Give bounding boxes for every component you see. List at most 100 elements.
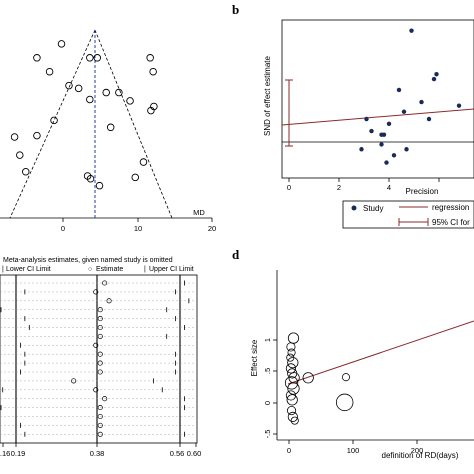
- funnel-right-edge: [94, 29, 173, 219]
- panel-a-points: [10, 40, 158, 190]
- panel-a-tick-label-0: 0: [61, 224, 65, 233]
- egger-study-point-12: [381, 132, 387, 137]
- legend-regression-label: regression: [432, 203, 469, 212]
- sensitivity-estimate-5: [97, 324, 103, 331]
- sensitivity-estimate-8: [97, 351, 103, 357]
- panel-c-tick-label-060: 0.60: [187, 449, 202, 458]
- panel-c-rows: [0, 280, 197, 437]
- panel-c-legend-lower-marker: |: [2, 266, 4, 273]
- panel-c-tick-label-016: 0.16: [0, 449, 10, 458]
- egger-study-point-15: [391, 153, 397, 158]
- sensitivity-estimate-2: [106, 298, 112, 304]
- funnel-study-point-10: [115, 88, 123, 97]
- meta-regression-bubble-11: [287, 382, 300, 395]
- egger-study-point-7: [364, 116, 369, 122]
- panel-d: d -.5 0 .5 1 Effect size 0 100 200 defin…: [232, 247, 474, 460]
- panel-a-x-label: MD: [193, 208, 205, 217]
- panel-d-fit-line: [287, 320, 474, 385]
- egger-study-point-3: [396, 87, 402, 93]
- egger-study-point-16: [404, 147, 409, 152]
- panel-b-legend: [342, 200, 474, 229]
- sensitivity-estimate-3: [97, 307, 103, 313]
- panel-c-legend-lower: Lower CI Limit: [6, 266, 51, 273]
- panel-d-ytick-label-neg05: -.5: [263, 430, 272, 439]
- legend-study-marker: [351, 205, 357, 211]
- panel-d-xtick-label-0: 0: [287, 446, 291, 455]
- sensitivity-estimate-12: [93, 387, 99, 393]
- panel-d-ytick-label-1: 1: [263, 338, 272, 342]
- panel-d-xtick-label-100: 100: [347, 446, 360, 455]
- funnel-study-point-1: [33, 54, 41, 62]
- egger-study-point-4: [419, 99, 424, 105]
- panel-d-xtick-label-200: 200: [411, 446, 424, 455]
- funnel-study-point-0: [57, 40, 66, 48]
- panel-c-legend-estimate-marker: ○: [88, 266, 92, 273]
- funnel-study-point-21: [22, 168, 30, 176]
- panel-c-legend-upper: Upper CI Limit: [149, 266, 194, 273]
- funnel-study-point-11: [86, 95, 94, 104]
- egger-study-point-0: [409, 28, 414, 33]
- funnel-left-edge: [9, 29, 96, 219]
- meta-regression-bubble-4: [287, 357, 299, 369]
- egger-study-point-2: [434, 72, 439, 77]
- egger-study-point-10: [369, 128, 374, 134]
- funnel-study-point-23: [86, 174, 95, 183]
- panel-b-tick-label-4: 4: [387, 183, 391, 192]
- meta-regression-bubble-8: [302, 372, 314, 384]
- funnel-study-point-20: [139, 158, 148, 166]
- funnel-study-point-14: [147, 106, 155, 115]
- meta-regression-bubble-10: [284, 376, 299, 390]
- sensitivity-estimate-14: [97, 405, 103, 411]
- panel-c-title: Meta-analysis estimates, given named stu…: [3, 257, 173, 264]
- sensitivity-estimate-15: [97, 413, 103, 420]
- panel-c-tick-label-056: 0.56: [170, 449, 185, 458]
- meta-regression-bubble-16: [335, 393, 354, 412]
- funnel-study-point-8: [74, 84, 83, 93]
- egger-study-point-1: [431, 76, 437, 82]
- panel-a: 0 10 20 MD: [0, 29, 216, 233]
- panel-d-ytick-label-05: .5: [263, 368, 272, 374]
- meta-regression-bubble-2: [287, 348, 296, 357]
- funnel-study-point-2: [86, 54, 94, 62]
- egger-study-point-9: [401, 109, 407, 114]
- sensitivity-estimate-13: [102, 396, 108, 402]
- meta-regression-bubble-13: [286, 394, 298, 406]
- meta-regression-bubble-14: [286, 405, 297, 416]
- panel-b-letter: b: [232, 2, 239, 17]
- funnel-study-point-24: [131, 173, 140, 182]
- panel-b-tick-label-2: 2: [337, 183, 341, 192]
- legend-ci-label: 95% CI for: [432, 218, 470, 227]
- panel-a-tick-label-10: 10: [134, 224, 142, 233]
- sensitivity-estimate-6: [97, 333, 103, 339]
- funnel-study-point-4: [146, 54, 154, 62]
- panel-d-letter: d: [232, 247, 240, 262]
- funnel-study-point-12: [126, 97, 134, 105]
- panel-d-points: [284, 332, 354, 425]
- meta-regression-bubble-0: [287, 332, 300, 344]
- funnel-study-point-6: [149, 67, 157, 76]
- funnel-study-point-16: [106, 123, 115, 132]
- sensitivity-estimate-16: [97, 422, 103, 428]
- sensitivity-estimate-17: [97, 431, 103, 437]
- panel-b: b 0 2 4 Precision SND of effect estimate…: [232, 2, 474, 229]
- meta-regression-bubble-15: [287, 411, 298, 422]
- sensitivity-estimate-9: [97, 360, 103, 366]
- panel-d-ytick-label-0: 0: [263, 401, 272, 405]
- sensitivity-estimate-7: [93, 342, 99, 348]
- panel-b-points: [359, 28, 462, 165]
- funnel-study-point-18: [33, 131, 41, 140]
- egger-study-point-6: [426, 116, 432, 122]
- panel-d-y-label: Effect size: [250, 339, 259, 376]
- meta-regression-bubble-9: [341, 373, 350, 382]
- sensitivity-estimate-11: [71, 378, 77, 384]
- sensitivity-estimate-0: [102, 280, 108, 286]
- panel-c: Meta-analysis estimates, given named stu…: [0, 257, 201, 458]
- panel-b-regression-line: [281, 108, 474, 126]
- panel-c-legend-upper-marker: |: [144, 266, 146, 273]
- funnel-study-point-5: [45, 67, 54, 76]
- panel-c-tick-label-019: 0.19: [11, 449, 26, 458]
- funnel-study-point-9: [102, 88, 110, 97]
- sensitivity-estimate-4: [97, 316, 103, 322]
- egger-study-point-5: [386, 121, 392, 127]
